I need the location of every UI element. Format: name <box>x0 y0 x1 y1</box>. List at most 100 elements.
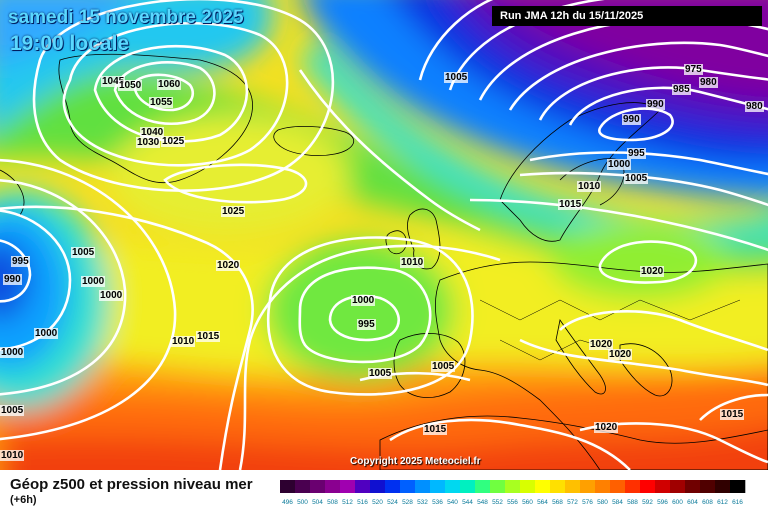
isobar-label: 1005 <box>368 368 393 379</box>
isobar-label: 995 <box>627 148 646 159</box>
scale-value: 552 <box>492 499 503 506</box>
scale-value: 556 <box>507 499 518 506</box>
scale-swatch <box>280 480 296 493</box>
scale-swatch <box>535 480 551 493</box>
scale-value: 544 <box>462 499 473 506</box>
scale-value: 524 <box>387 499 398 506</box>
isobar-label: 990 <box>646 99 665 110</box>
scale-value: 560 <box>522 499 533 506</box>
isobar-label: 990 <box>622 114 641 125</box>
scale-swatch <box>325 480 341 493</box>
isobar-label: 1000 <box>34 328 59 339</box>
scale-value: 536 <box>432 499 443 506</box>
scale-value: 568 <box>552 499 563 506</box>
scale-value: 520 <box>372 499 383 506</box>
scale-value: 592 <box>642 499 653 506</box>
scale-value: 576 <box>582 499 593 506</box>
scale-value: 588 <box>627 499 638 506</box>
scale-swatch <box>685 480 701 493</box>
isobar-label: 1010 <box>400 257 425 268</box>
isobar-label: 1005 <box>0 405 25 416</box>
scale-swatch <box>475 480 491 493</box>
scale-value: 508 <box>327 499 338 506</box>
scale-swatch <box>715 480 731 493</box>
isobar-label: 980 <box>699 77 718 88</box>
isobar-label: 1055 <box>149 97 174 108</box>
isobar-label: 1000 <box>607 159 632 170</box>
scale-swatch <box>370 480 386 493</box>
isobar-label: 1030 <box>136 137 161 148</box>
isobar-label: 1005 <box>71 247 96 258</box>
scale-swatch <box>625 480 641 493</box>
scale-swatch <box>505 480 521 493</box>
isobar-label: 1060 <box>157 79 182 90</box>
run-info: Run JMA 12h du 15/11/2025 <box>492 6 762 26</box>
scale-value: 504 <box>312 499 323 506</box>
isobar-label: 1040 <box>140 127 165 138</box>
scale-swatch <box>655 480 671 493</box>
scale-swatch <box>355 480 371 493</box>
weather-map <box>0 0 768 470</box>
scale-swatch <box>640 480 656 493</box>
isobar-label: 975 <box>684 64 703 75</box>
forecast-step: (+6h) <box>10 494 37 506</box>
isobar-label: 990 <box>3 274 22 285</box>
isobar-label: 1000 <box>351 295 376 306</box>
scale-value: 608 <box>702 499 713 506</box>
isobar-label: 1015 <box>558 199 583 210</box>
isobar-label: 1010 <box>0 450 25 461</box>
scale-value: 564 <box>537 499 548 506</box>
scale-value: 496 <box>282 499 293 506</box>
isobar-label: 1010 <box>171 336 196 347</box>
isobar-label: 1000 <box>99 290 124 301</box>
scale-value: 548 <box>477 499 488 506</box>
isobar-label: 1015 <box>423 424 448 435</box>
chart-title: Géop z500 et pression niveau mer <box>10 476 253 493</box>
scale-swatch <box>700 480 716 493</box>
isobar-label: 995 <box>11 256 30 267</box>
copyright-notice: Copyright 2025 Meteociel.fr <box>350 456 481 467</box>
scale-value: 580 <box>597 499 608 506</box>
isobar-label: 1000 <box>0 347 25 358</box>
scale-value: 532 <box>417 499 428 506</box>
isobar-label: 1020 <box>589 339 614 350</box>
scale-swatch <box>580 480 596 493</box>
scale-value: 616 <box>732 499 743 506</box>
scale-swatch <box>430 480 446 493</box>
isobar-label: 1020 <box>608 349 633 360</box>
geopotential-field <box>0 0 768 470</box>
isobar-label: 1020 <box>216 260 241 271</box>
scale-swatch <box>340 480 356 493</box>
isobar-label: 1010 <box>577 181 602 192</box>
scale-swatch <box>295 480 311 493</box>
isobar-label: 1020 <box>640 266 665 277</box>
isobar-label: 1015 <box>196 331 221 342</box>
scale-swatch <box>550 480 566 493</box>
forecast-date: samedi 15 novembre 2025 <box>8 7 244 28</box>
scale-swatch <box>310 480 326 493</box>
scale-value: 500 <box>297 499 308 506</box>
isobar-label: 985 <box>672 84 691 95</box>
scale-swatch <box>520 480 536 493</box>
scale-swatch <box>490 480 506 493</box>
scale-swatch <box>415 480 431 493</box>
isobar-label: 1005 <box>624 173 649 184</box>
forecast-time: 19:00 locale <box>10 32 130 55</box>
isobar-label: 1025 <box>161 136 186 147</box>
isobar-label: 980 <box>745 101 764 112</box>
scale-value: 600 <box>672 499 683 506</box>
scale-value: 596 <box>657 499 668 506</box>
scale-value: 612 <box>717 499 728 506</box>
isobar-label: 1020 <box>594 422 619 433</box>
isobar-label: 1000 <box>81 276 106 287</box>
scale-value: 572 <box>567 499 578 506</box>
scale-swatch <box>385 480 401 493</box>
scale-value: 584 <box>612 499 623 506</box>
scale-value: 528 <box>402 499 413 506</box>
scale-swatch <box>730 480 746 493</box>
isobar-label: 1050 <box>118 80 143 91</box>
scale-value: 516 <box>357 499 368 506</box>
scale-swatch <box>610 480 626 493</box>
scale-swatch <box>595 480 611 493</box>
